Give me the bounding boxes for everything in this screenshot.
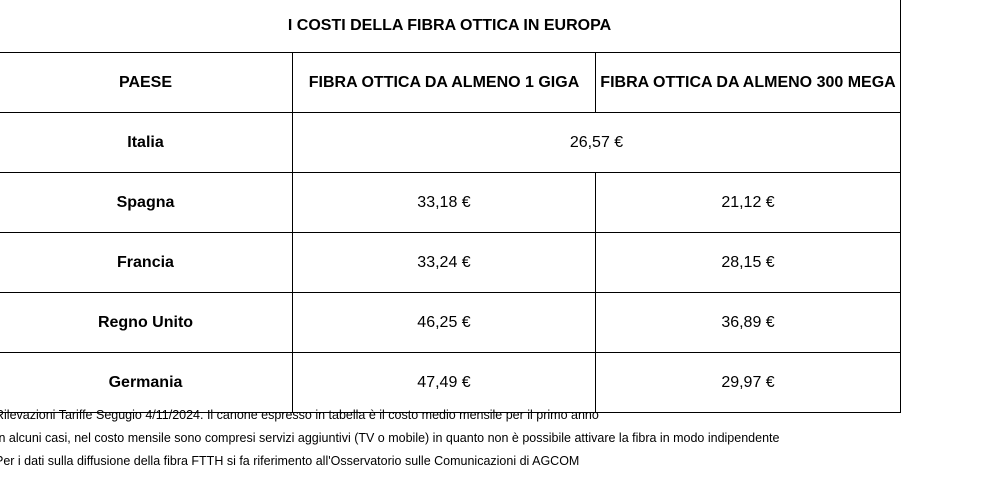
country-cell: Francia [0,232,293,293]
footnotes: Rilevazioni Tariffe Segugio 4/11/2024. I… [0,404,1000,473]
footnote-additional-services: In alcuni casi, nel costo mensile sono c… [0,431,780,445]
table-title: I COSTI DELLA FIBRA OTTICA IN EUROPA [0,0,902,53]
table-row: Regno Unito 46,25 € 36,89 € [0,292,902,353]
column-header-country: PAESE [0,52,293,113]
country-cell: Regno Unito [0,292,293,353]
country-cell: Germania [0,352,293,413]
price-cell-300-mega: 36,89 € [594,292,902,353]
footnote-agcom-reference: Per i dati sulla diffusione della fibra … [0,454,580,468]
country-cell: Spagna [0,172,293,233]
table-row: Francia 33,24 € 28,15 € [0,232,902,293]
price-cell-1-giga: 46,25 € [292,292,596,353]
cost-table: I COSTI DELLA FIBRA OTTICA IN EUROPA PAE… [0,0,902,413]
column-header-1-giga: FIBRA OTTICA DA ALMENO 1 GIGA [292,52,596,113]
price-cell-merged: 26,57 € [291,112,902,173]
table-header-row: PAESE FIBRA OTTICA DA ALMENO 1 GIGA FIBR… [0,52,902,113]
price-cell-1-giga: 33,18 € [292,172,596,233]
table-row: Spagna 33,18 € 21,12 € [0,172,902,233]
footnote-source: Rilevazioni Tariffe Segugio 4/11/2024. I… [0,408,599,422]
column-header-300-mega: FIBRA OTTICA DA ALMENO 300 MEGA [594,52,902,113]
price-cell-300-mega: 28,15 € [594,232,902,293]
price-cell-1-giga: 33,24 € [292,232,596,293]
price-cell-300-mega: 21,12 € [594,172,902,233]
table-row: Italia 26,57 € [0,112,902,173]
price-cell-1-giga: 47,49 € [292,352,596,413]
table-row: Germania 47,49 € 29,97 € [0,352,902,413]
price-cell-300-mega: 29,97 € [594,352,902,413]
country-cell: Italia [0,112,293,173]
table-title-row: I COSTI DELLA FIBRA OTTICA IN EUROPA [0,0,902,53]
